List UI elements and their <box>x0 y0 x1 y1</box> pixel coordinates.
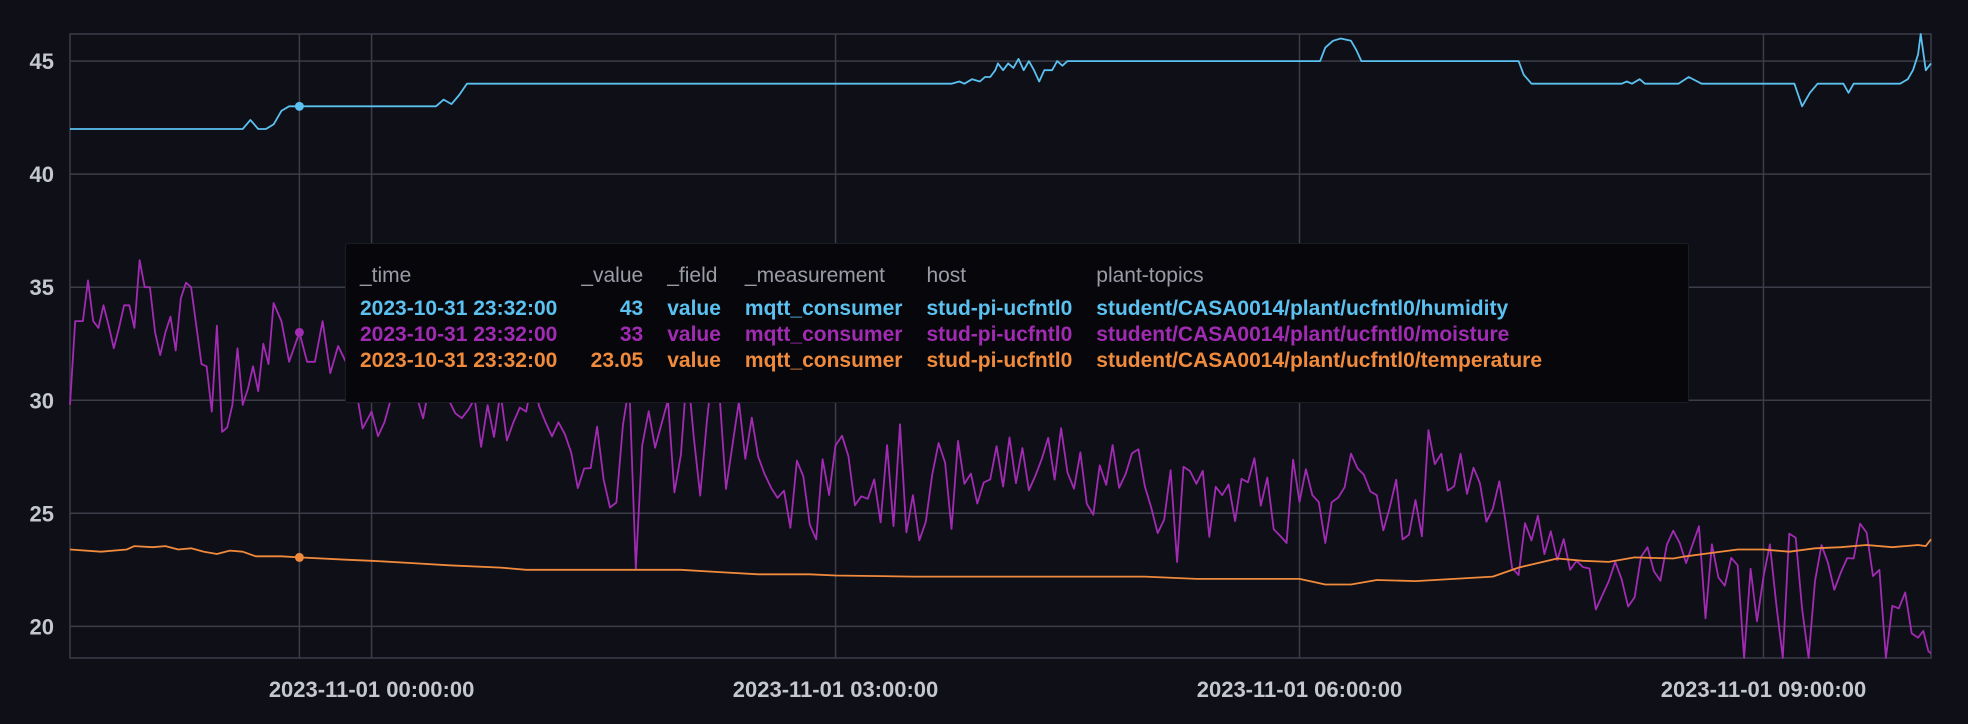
tooltip-col-value: _value <box>581 264 644 287</box>
tooltip-host: stud-pi-ucfntl0 <box>926 349 1073 372</box>
y-tick-label: 20 <box>30 614 54 639</box>
hover-point-humidity <box>294 101 304 111</box>
x-tick-label: 2023-11-01 03:00:00 <box>733 677 939 702</box>
hover-point-temperature <box>294 552 304 562</box>
tooltip-time: 2023-10-31 23:32:00 <box>360 349 558 372</box>
tooltip-table: _time _value _field _measurement host pl… <box>360 264 1566 374</box>
tooltip-row-moisture: 2023-10-31 23:32:00 33 value mqtt_consum… <box>360 322 1566 348</box>
tooltip-col-time: _time <box>360 264 412 287</box>
tooltip-time: 2023-10-31 23:32:00 <box>360 323 558 346</box>
tooltip-topic: student/CASA0014/plant/ucfntl0/temperatu… <box>1096 349 1543 372</box>
tooltip-field: value <box>667 349 721 372</box>
series-line-temperature <box>69 538 1932 586</box>
tooltip-value: 43 <box>619 297 644 320</box>
hover-tooltip: _time _value _field _measurement host pl… <box>345 243 1689 403</box>
tooltip-field: value <box>667 323 721 346</box>
y-tick-label: 30 <box>30 388 54 413</box>
y-tick-label: 45 <box>30 49 54 74</box>
x-tick-label: 2023-11-01 00:00:00 <box>269 677 475 702</box>
tooltip-measurement: mqtt_consumer <box>744 349 903 372</box>
series-line-humidity <box>70 33 1932 130</box>
tooltip-topic: student/CASA0014/plant/ucfntl0/humidity <box>1096 297 1509 320</box>
tooltip-field: value <box>667 297 721 320</box>
x-tick-label: 2023-11-01 06:00:00 <box>1197 677 1403 702</box>
tooltip-row-temperature: 2023-10-31 23:32:00 23.05 value mqtt_con… <box>360 348 1566 374</box>
tooltip-topic: student/CASA0014/plant/ucfntl0/moisture <box>1096 323 1510 346</box>
tooltip-col-host: host <box>926 264 967 287</box>
tooltip-value: 33 <box>619 323 644 346</box>
tooltip-row-humidity: 2023-10-31 23:32:00 43 value mqtt_consum… <box>360 296 1566 322</box>
hover-point-moisture <box>294 327 304 337</box>
tooltip-header-row: _time _value _field _measurement host pl… <box>360 264 1566 296</box>
y-tick-label: 35 <box>30 275 54 300</box>
plot-frame <box>69 33 1932 659</box>
y-tick-label: 40 <box>30 162 54 187</box>
tooltip-col-field: _field <box>667 264 718 287</box>
tooltip-host: stud-pi-ucfntl0 <box>926 323 1073 346</box>
tooltip-measurement: mqtt_consumer <box>744 323 903 346</box>
y-tick-label: 25 <box>30 501 54 526</box>
x-tick-label: 2023-11-01 09:00:00 <box>1661 677 1867 702</box>
tooltip-col-measurement: _measurement <box>744 264 885 287</box>
tooltip-value: 23.05 <box>590 349 644 372</box>
tooltip-time: 2023-10-31 23:32:00 <box>360 297 558 320</box>
tooltip-col-topics: plant-topics <box>1096 264 1204 287</box>
tooltip-measurement: mqtt_consumer <box>744 297 903 320</box>
tooltip-host: stud-pi-ucfntl0 <box>926 297 1073 320</box>
